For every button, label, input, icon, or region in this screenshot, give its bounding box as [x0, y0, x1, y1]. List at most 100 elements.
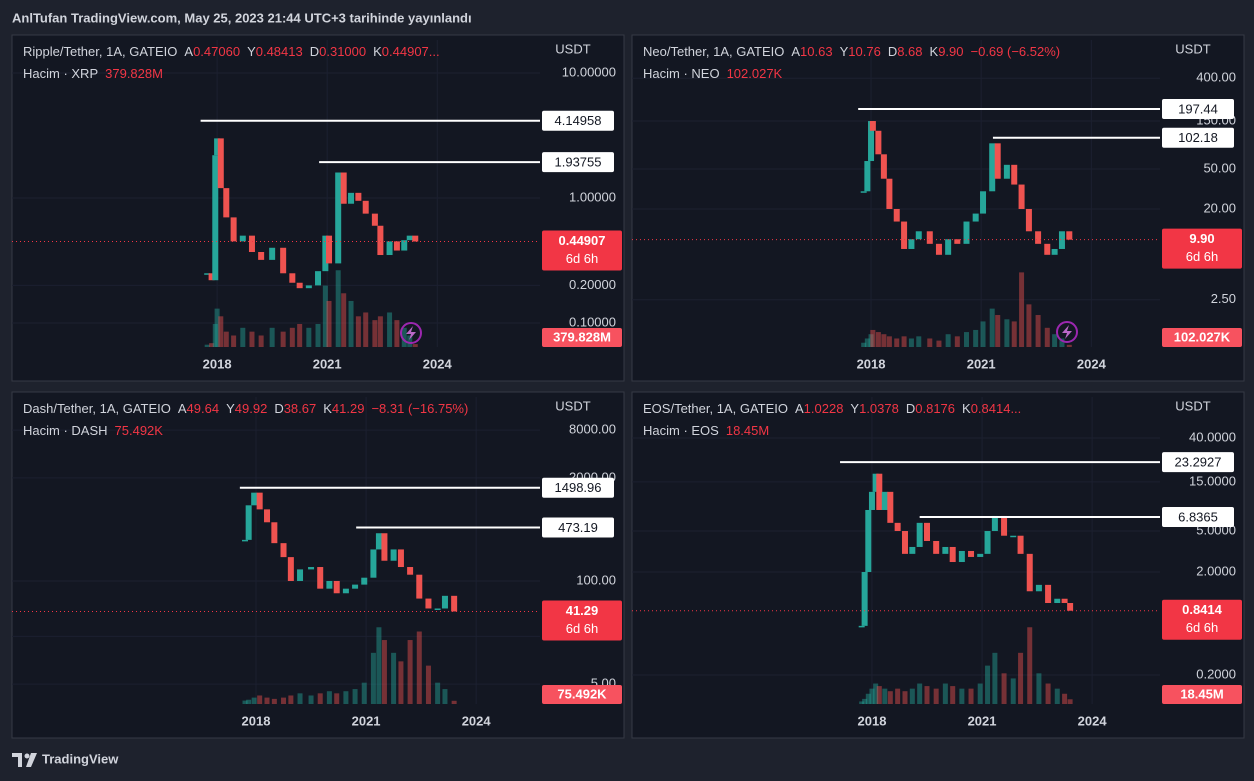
candle: [868, 491, 875, 510]
candle: [451, 595, 458, 612]
volume-bar: [257, 695, 263, 704]
volume-bar: [887, 691, 893, 704]
volume-bar: [876, 686, 882, 704]
volume-name: Hacim · DASH: [23, 423, 108, 438]
candle: [915, 231, 922, 240]
chart-panel: 10.00000 1.00000 0.20000 0.10000 2018 2021 202…: [11, 34, 625, 382]
candle: [256, 492, 263, 510]
last-price-box: [1162, 599, 1242, 640]
candle: [425, 598, 432, 609]
volume-bar: [908, 338, 914, 347]
volume-bar: [1010, 678, 1016, 704]
volume-bar: [1059, 338, 1065, 347]
volume-bar: [869, 688, 875, 704]
last-price-label: 41.29: [566, 603, 599, 618]
candle: [1058, 231, 1065, 249]
icon-ring: [1056, 321, 1078, 343]
volume-bar: [985, 665, 991, 704]
level-label-box: [1162, 127, 1234, 148]
volume-bar: [407, 335, 413, 347]
candle: [355, 192, 362, 201]
volume-bar: [936, 340, 942, 347]
candle: [406, 235, 413, 241]
volume-bar: [412, 344, 418, 347]
volume-bar: [242, 700, 248, 704]
volume-bar: [1004, 319, 1010, 347]
candle: [397, 549, 404, 568]
panel-background: [11, 391, 625, 739]
candle: [876, 473, 883, 510]
volume-bar: [352, 689, 358, 704]
candle: [375, 533, 382, 550]
volume-last-box: [542, 328, 622, 347]
volume-bar: [281, 697, 287, 704]
candle: [361, 577, 368, 585]
icon-ring: [400, 322, 422, 344]
candle: [924, 522, 931, 541]
x-tick-label: 2021: [967, 356, 996, 371]
volume-bar: [933, 688, 939, 704]
legend-line: EOS/Tether, 1A, GATEIO A1.0228 Y1.0378 D0.8…: [643, 401, 1021, 416]
volume-bar: [1026, 304, 1032, 347]
candle: [933, 540, 940, 554]
y-tick-label: 400.00: [1196, 70, 1236, 85]
volume-last-label: 102.027K: [1174, 329, 1231, 344]
candle: [269, 247, 276, 260]
candle: [954, 239, 961, 244]
candle: [901, 531, 908, 554]
volume-bar: [355, 316, 361, 347]
level-label-box: [1162, 507, 1234, 528]
volume-bar: [1054, 688, 1060, 704]
candle: [264, 509, 271, 523]
legend-change: −0.69 (−6.52%): [971, 44, 1061, 59]
y-tick-label: 20.00: [1203, 200, 1236, 215]
volume-bar: [1066, 344, 1072, 347]
volume-bar: [968, 688, 974, 704]
volume-bar: [1045, 683, 1051, 704]
candle: [434, 608, 441, 610]
candle: [393, 241, 400, 251]
x-tick-label: 2024: [423, 356, 453, 371]
candle: [322, 235, 329, 272]
volume-bar: [231, 335, 237, 347]
volume-bar: [315, 323, 321, 347]
volume-bar: [398, 661, 404, 704]
candle: [441, 595, 448, 609]
icon-bolt: [406, 326, 416, 340]
legend-volume: Hacim · NEO 102.027K: [643, 66, 783, 81]
volume-bar: [895, 688, 901, 704]
volume-bar: [865, 693, 871, 704]
volume-bar: [1027, 627, 1033, 704]
volume-bar: [317, 693, 323, 704]
legend-change: −8.31 (−16.75%): [371, 401, 468, 416]
currency-label: USDT: [1175, 41, 1210, 56]
candle: [1045, 584, 1052, 604]
volume-bar: [240, 327, 246, 347]
x-tick-label: 2021: [968, 713, 997, 728]
candle: [991, 515, 998, 532]
volume-bar: [280, 331, 286, 347]
candle: [296, 282, 303, 289]
y-tick-label: 15.0000: [1189, 473, 1236, 488]
candle: [371, 213, 378, 226]
volume-bar: [868, 334, 874, 347]
volume-bar: [882, 688, 888, 704]
volume-bar: [864, 338, 870, 347]
legend-key: D: [274, 401, 283, 416]
volume-bar: [341, 293, 347, 347]
candle: [315, 271, 322, 286]
candle: [412, 235, 419, 242]
volume-bar: [372, 320, 378, 347]
volume-bar: [902, 691, 908, 704]
legend-symbol: Ripple/Tether, 1A, GATEIO: [23, 44, 177, 59]
y-tick-label: 100.00: [576, 572, 616, 587]
countdown-label: 6d 6h: [566, 251, 599, 266]
legend-value: 0.48413: [256, 44, 303, 59]
volume-bar: [992, 652, 998, 704]
candle: [204, 273, 211, 275]
legend-key: K: [930, 44, 939, 59]
candle: [271, 522, 278, 544]
volume-bar: [973, 329, 979, 347]
candle: [280, 247, 287, 274]
candle: [909, 546, 916, 554]
